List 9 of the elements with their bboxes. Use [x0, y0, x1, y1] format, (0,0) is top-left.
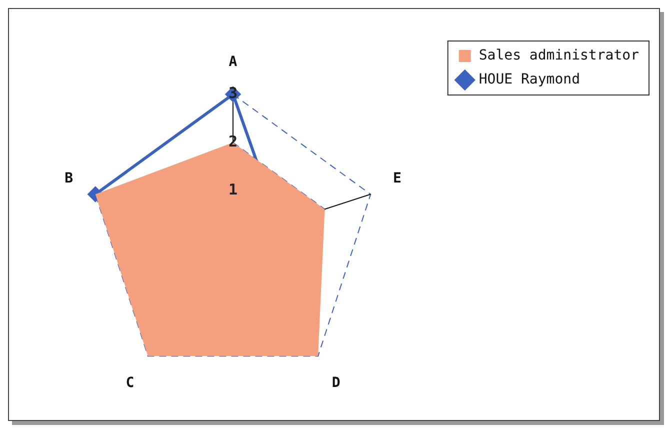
spoke-label: D — [332, 375, 340, 392]
legend-label: HOUE Raymond — [478, 72, 580, 88]
spoke-label: E — [392, 170, 402, 186]
spoke-label: A — [228, 54, 238, 70]
spoke-label: B — [64, 170, 74, 186]
legend-label: Sales administrator — [478, 48, 640, 64]
y-tick-label: 3 — [228, 84, 238, 102]
spoke-label: C — [126, 375, 134, 392]
y-tick-label: 1 — [228, 180, 238, 199]
